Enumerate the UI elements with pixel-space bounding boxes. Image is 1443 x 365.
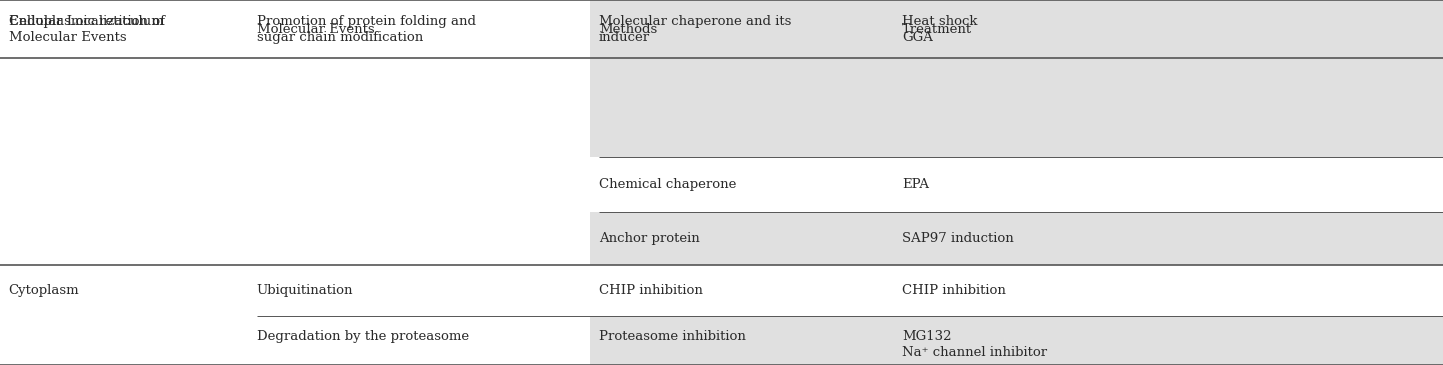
Text: Degradation by the proteasome: Degradation by the proteasome — [257, 330, 469, 343]
Bar — [248, 265, 595, 316]
Text: CHIP inhibition: CHIP inhibition — [599, 284, 703, 297]
Bar — [893, 265, 1443, 316]
Bar — [893, 212, 1443, 265]
Bar — [248, 157, 595, 212]
Text: Treatment: Treatment — [902, 23, 973, 36]
Text: SAP97 induction: SAP97 induction — [902, 232, 1013, 245]
Text: EPA: EPA — [902, 178, 929, 191]
Text: Molecular chaperone and its
inducer: Molecular chaperone and its inducer — [599, 15, 791, 43]
Bar — [893, 157, 1443, 212]
Text: MG132
Na⁺ channel inhibitor: MG132 Na⁺ channel inhibitor — [902, 330, 1048, 359]
Text: Heat shock
GGA: Heat shock GGA — [902, 15, 977, 43]
Bar — [590, 0, 898, 157]
Text: Chemical chaperone: Chemical chaperone — [599, 178, 736, 191]
Bar — [248, 212, 595, 265]
Bar — [0, 316, 253, 365]
Text: Cytoplasm: Cytoplasm — [9, 284, 79, 297]
Bar — [0, 212, 253, 265]
Text: Proteasome inhibition: Proteasome inhibition — [599, 330, 746, 343]
Text: CHIP inhibition: CHIP inhibition — [902, 284, 1006, 297]
Bar — [893, 0, 1443, 157]
Bar — [590, 265, 898, 316]
Bar — [893, 316, 1443, 365]
Bar — [248, 0, 595, 157]
Bar — [0, 157, 253, 212]
Bar — [590, 316, 898, 365]
Bar — [0, 0, 1443, 58]
Bar — [590, 212, 898, 265]
Text: Cellular Localization of
Molecular Events: Cellular Localization of Molecular Event… — [9, 15, 165, 44]
Bar — [0, 0, 253, 157]
Bar — [590, 157, 898, 212]
Text: Methods: Methods — [599, 23, 657, 36]
Bar — [248, 316, 595, 365]
Bar — [0, 265, 253, 316]
Text: Ubiquitination: Ubiquitination — [257, 284, 354, 297]
Text: Anchor protein: Anchor protein — [599, 232, 700, 245]
Text: Promotion of protein folding and
sugar chain modification: Promotion of protein folding and sugar c… — [257, 15, 476, 43]
Text: Endoplasmic reticulum: Endoplasmic reticulum — [9, 15, 163, 28]
Text: Molecular Events: Molecular Events — [257, 23, 375, 36]
